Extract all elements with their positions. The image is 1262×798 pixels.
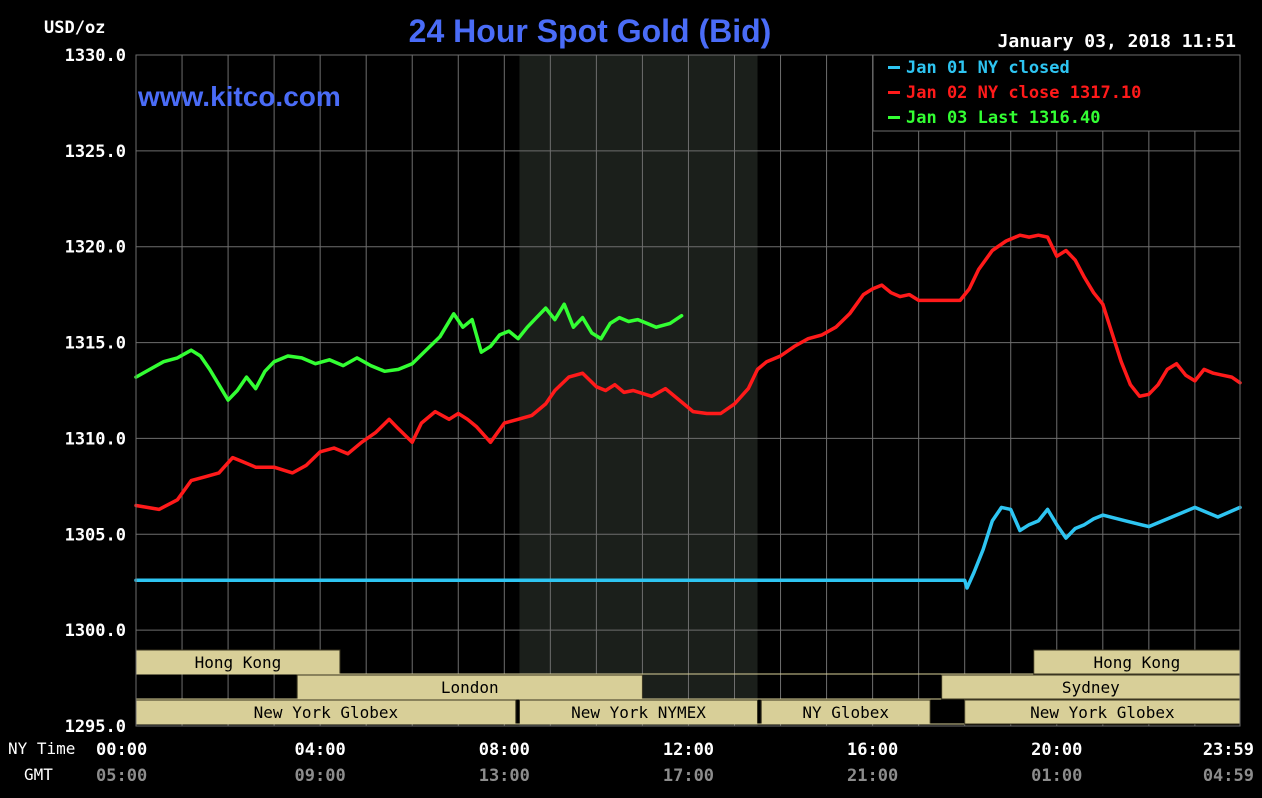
y-tick-label: 1320.0 [65, 238, 126, 258]
x-tick-label-ny: 08:00 [479, 740, 530, 760]
chart-title: 24 Hour Spot Gold (Bid) [409, 13, 772, 49]
session-label: Hong Kong [1094, 653, 1181, 672]
session-bar [518, 699, 759, 725]
x-tick-label-gmt: 09:00 [295, 766, 346, 786]
session-label: NY Globex [802, 703, 889, 722]
grid-layer [136, 54, 1240, 727]
y-tick-label: 1315.0 [65, 334, 126, 354]
legend-swatch-jan03 [888, 116, 900, 119]
x-tick-label-ny: 20:00 [1031, 740, 1082, 760]
x-tick-label-ny: 04:00 [295, 740, 346, 760]
session-bar [964, 699, 1241, 725]
x-tick-label-ny: 12:00 [663, 740, 714, 760]
legend-swatch-jan02 [888, 91, 900, 94]
y-tick-label: 1330.0 [65, 46, 126, 66]
legend-label-jan03: Jan 03 Last 1316.40 [906, 108, 1100, 128]
y-tick-labels: 1295.0 1300.0 1305.0 1310.0 1315.0 1320.0 1325… [65, 46, 126, 737]
session-bar [941, 674, 1241, 700]
y-tick-label: 1305.0 [65, 525, 126, 545]
x-tick-label-ny: 00:00 [96, 740, 147, 760]
x-tick-label-ny: 23:59 [1203, 740, 1254, 760]
legend-box [872, 54, 1241, 132]
x-tick-label-gmt: 04:59 [1203, 766, 1254, 786]
legend-label-jan01: Jan 01 NY closed [906, 58, 1070, 78]
x-tick-label-ny: 16:00 [847, 740, 898, 760]
series-line-2 [134, 233, 1242, 512]
session-bars: Hong Kong Hong Kong London Sydney New York G… [135, 649, 1241, 725]
gmt-row-label: GMT [24, 765, 53, 784]
series-line-1 [134, 505, 1242, 590]
legend: Jan 01 NY closed Jan 02 NY close 1317.10… [872, 54, 1241, 132]
timestamp: January 03, 2018 11:51 [998, 31, 1236, 52]
x-tick-label-gmt: 01:00 [1031, 766, 1082, 786]
ny-time-row-label: NY Time [8, 739, 75, 758]
session-bar [1033, 649, 1241, 675]
legend-swatch-jan01 [888, 66, 900, 69]
session-label: New York NYMEX [571, 703, 706, 722]
plot-frame [135, 54, 1241, 727]
x-tick-label-gmt: 13:00 [479, 766, 530, 786]
x-tick-label-gmt: 17:00 [663, 766, 714, 786]
session-label: Hong Kong [195, 653, 282, 672]
y-tick-label: 1310.0 [65, 429, 126, 449]
session-label: New York Globex [1030, 703, 1175, 722]
session-label: London [441, 678, 499, 697]
session-label: New York Globex [254, 703, 399, 722]
x-tick-label-gmt: 21:00 [847, 766, 898, 786]
y-tick-label: 1300.0 [65, 621, 126, 641]
legend-label-jan02: Jan 02 NY close 1317.10 [906, 83, 1141, 103]
session-label: Sydney [1062, 678, 1120, 697]
y-unit-label: USD/oz [44, 18, 105, 38]
watermark: www.kitco.com [137, 81, 341, 112]
y-tick-label: 1325.0 [65, 142, 126, 162]
y-tick-label: 1295.0 [65, 717, 126, 737]
x-tick-labels: 00:00 05:00 04:00 09:00 08:00 13:00 12:00 17:00… [96, 740, 1254, 786]
series-line-3 [134, 302, 684, 402]
series-layer [134, 233, 1242, 590]
x-tick-label-gmt: 05:00 [96, 766, 147, 786]
